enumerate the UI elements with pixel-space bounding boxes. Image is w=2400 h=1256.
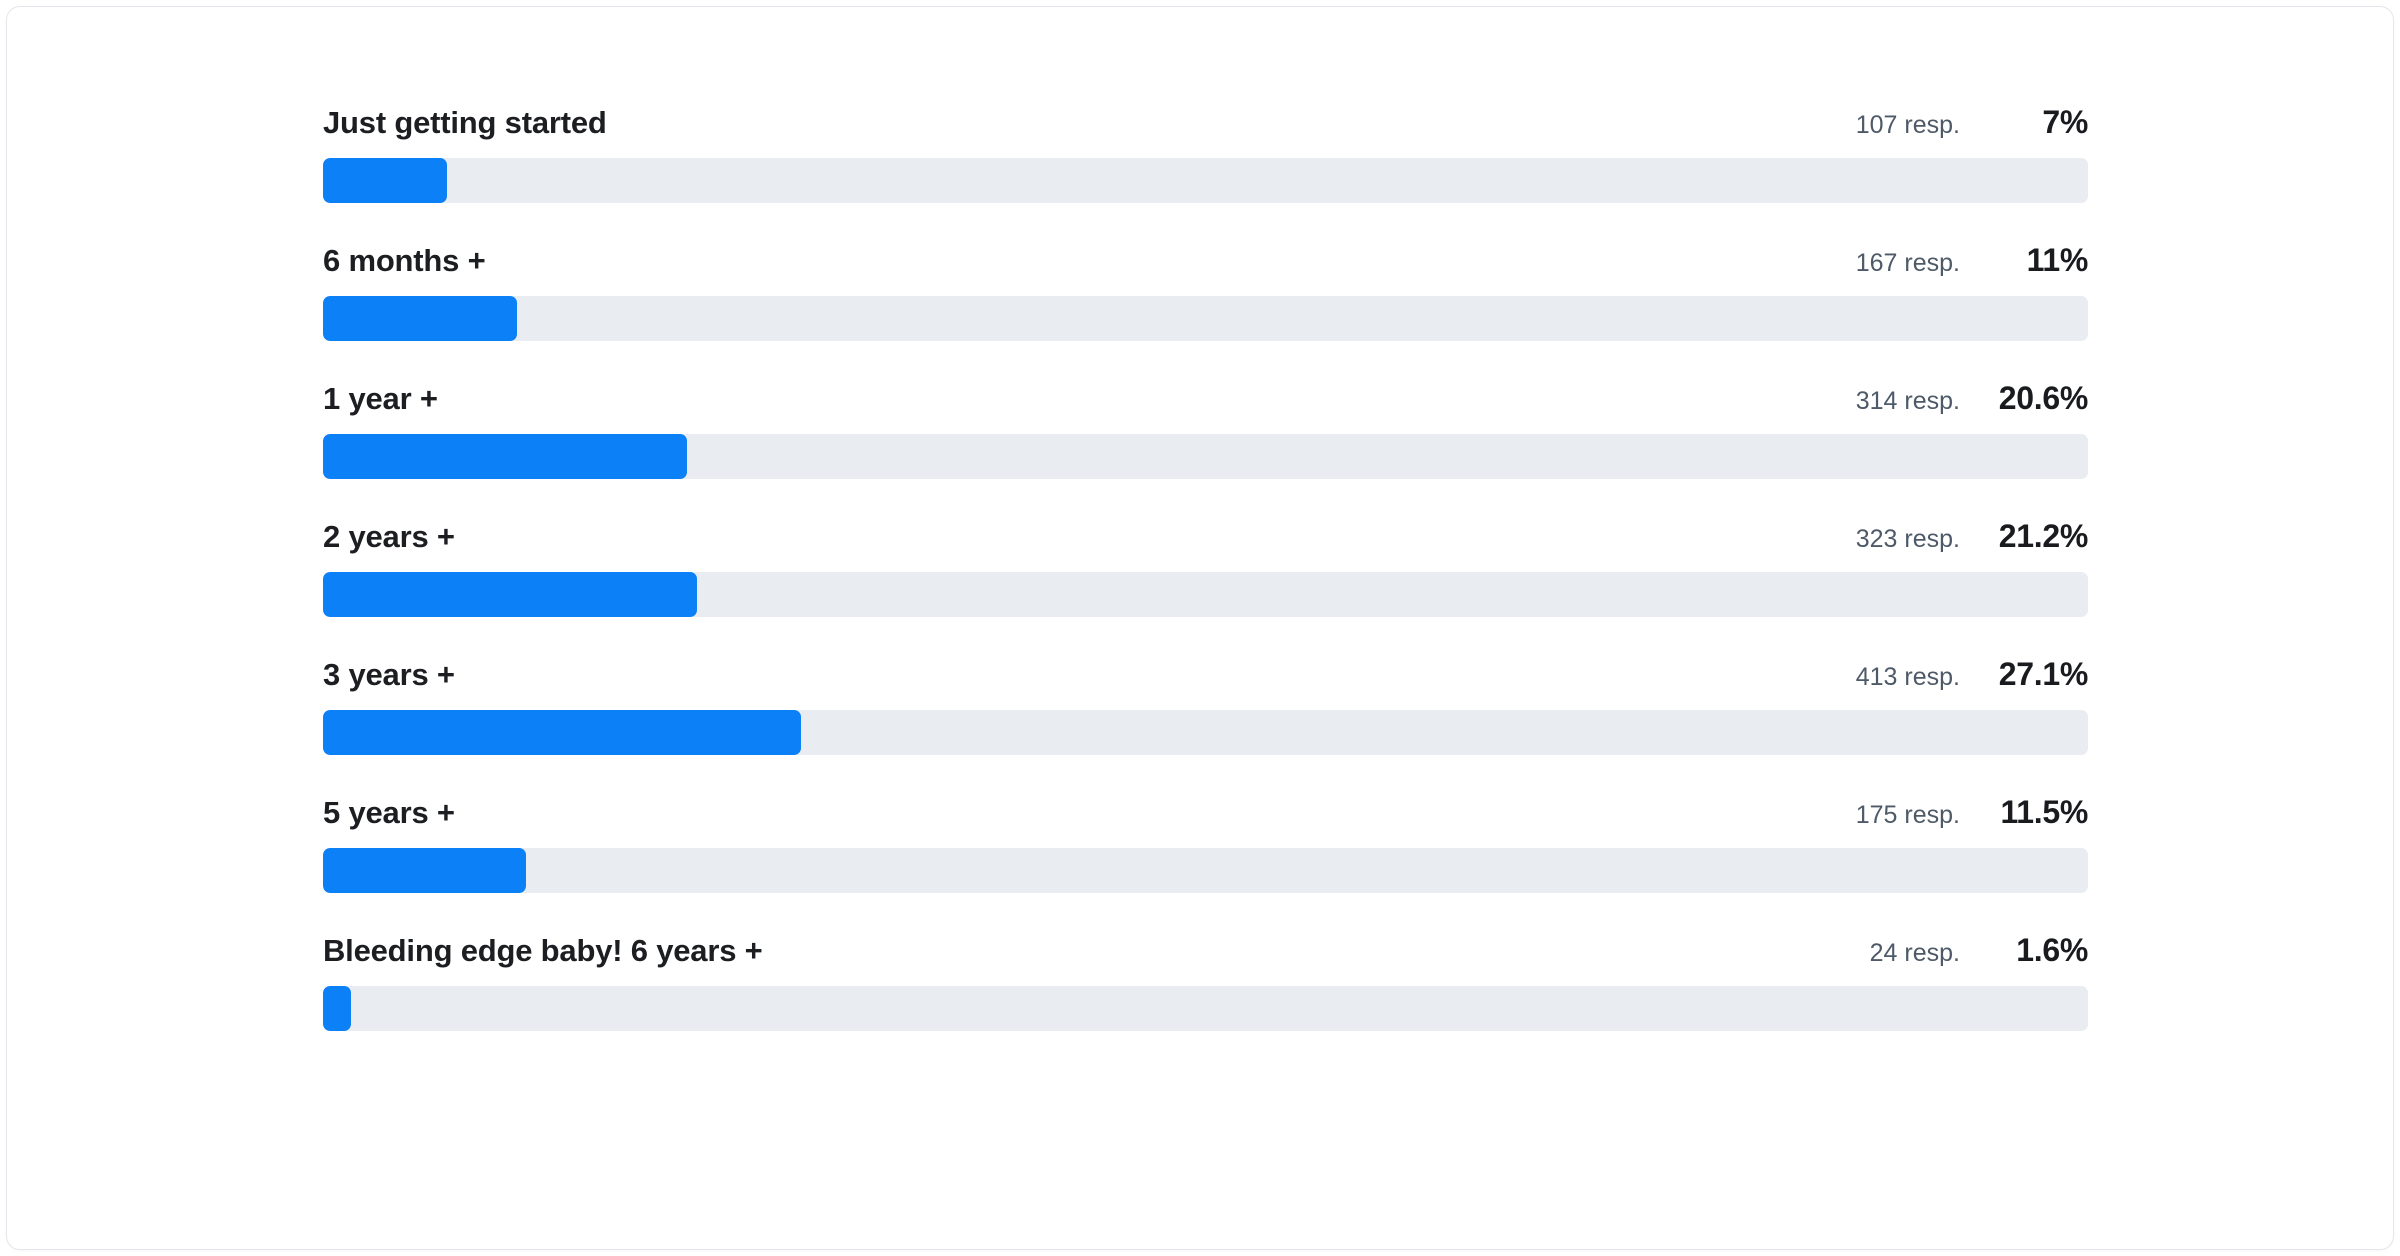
bar-row-percent: 7% (2042, 104, 2088, 140)
bar-row-percent: 11% (2026, 242, 2089, 278)
bar-row-label: 5 years + (323, 795, 455, 830)
bar-row-response-count: 107 resp. (1855, 111, 1960, 139)
bar-track (323, 296, 2088, 341)
bar-row-label: Just getting started (323, 105, 607, 140)
bar-row-meta: 107 resp. 7% (1826, 101, 2089, 146)
bar-fill (323, 986, 352, 1031)
bar-row-label: 6 months + (323, 243, 486, 278)
bar-fill (323, 848, 526, 893)
bar-fill (323, 158, 447, 203)
survey-results-chart: Just getting started 107 resp. 7% 6 months … (323, 101, 2088, 1031)
bar-row-header: 1 year + 314 resp. 20.6% (323, 377, 2088, 419)
bar-row-meta: 24 resp. 1.6% (1840, 929, 2089, 974)
bar-track (323, 434, 2088, 479)
bar-fill (323, 434, 687, 479)
bar-row: Bleeding edge baby! 6 years + 24 resp. 1.6… (323, 929, 2088, 1031)
bar-row-response-count: 314 resp. (1855, 387, 1960, 415)
bar-row-header: 5 years + 175 resp. 11.5% (323, 791, 2088, 833)
bar-row-meta: 413 resp. 27.1% (1826, 653, 2089, 698)
bar-row-label: 2 years + (323, 519, 455, 554)
bar-row: 5 years + 175 resp. 11.5% (323, 791, 2088, 893)
bar-row-response-count: 323 resp. (1855, 525, 1960, 553)
bar-fill (323, 296, 518, 341)
bar-row-meta: 314 resp. 20.6% (1826, 377, 2089, 422)
bar-row-header: 2 years + 323 resp. 21.2% (323, 515, 2088, 557)
bar-row: Just getting started 107 resp. 7% (323, 101, 2088, 203)
bar-track (323, 848, 2088, 893)
bar-row-response-count: 175 resp. (1855, 801, 1960, 829)
bar-row-meta: 175 resp. 11.5% (1826, 791, 2089, 836)
bar-row-percent: 1.6% (2016, 932, 2088, 968)
bar-fill (323, 710, 802, 755)
bar-row-percent: 11.5% (2000, 794, 2089, 830)
bar-row-response-count: 167 resp. (1855, 249, 1960, 277)
bar-row-label: 1 year + (323, 381, 438, 416)
bar-row-label: Bleeding edge baby! 6 years + (323, 933, 763, 968)
bar-row-header: Just getting started 107 resp. 7% (323, 101, 2088, 143)
bar-row-response-count: 24 resp. (1869, 939, 1960, 967)
bar-row: 6 months + 167 resp. 11% (323, 239, 2088, 341)
bar-track (323, 710, 2088, 755)
bar-row-response-count: 413 resp. (1855, 663, 1960, 691)
bar-row-percent: 21.2% (1998, 518, 2089, 554)
bar-row: 1 year + 314 resp. 20.6% (323, 377, 2088, 479)
bar-row-header: Bleeding edge baby! 6 years + 24 resp. 1.6… (323, 929, 2088, 971)
bar-row-label: 3 years + (323, 657, 455, 692)
bar-row: 2 years + 323 resp. 21.2% (323, 515, 2088, 617)
bar-track (323, 572, 2088, 617)
bar-fill (323, 572, 698, 617)
bar-row-percent: 20.6% (1998, 380, 2089, 416)
bar-track (323, 158, 2088, 203)
bar-row-header: 3 years + 413 resp. 27.1% (323, 653, 2088, 695)
bar-row-percent: 27.1% (1998, 656, 2089, 692)
bar-row-header: 6 months + 167 resp. 11% (323, 239, 2088, 281)
bar-row-meta: 323 resp. 21.2% (1826, 515, 2089, 560)
bar-row: 3 years + 413 resp. 27.1% (323, 653, 2088, 755)
bar-row-meta: 167 resp. 11% (1826, 239, 2089, 284)
bar-track (323, 986, 2088, 1031)
results-card: Just getting started 107 resp. 7% 6 months … (6, 6, 2394, 1250)
